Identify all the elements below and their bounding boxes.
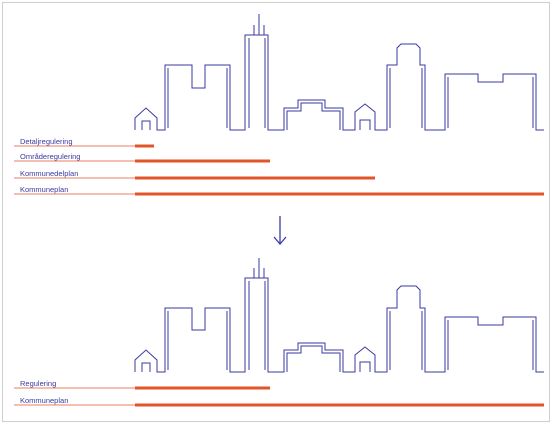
house-bottom-window bbox=[141, 362, 151, 372]
label-kommuneplan-top: Kommuneplan bbox=[20, 185, 69, 194]
skyline-bottom-outline bbox=[134, 277, 544, 373]
skyline-top bbox=[134, 14, 544, 131]
skyline-bottom bbox=[134, 258, 544, 373]
bar-kommuneplan-bottom bbox=[135, 403, 544, 407]
skyline-top-outline bbox=[134, 34, 544, 131]
levels-top bbox=[14, 144, 544, 196]
label-omraderegulering: Områderegulering bbox=[20, 152, 81, 161]
house-bottom-window-2 bbox=[359, 361, 371, 372]
diagram-frame bbox=[2, 2, 550, 422]
label-kommuneplan-bottom: Kommuneplan bbox=[20, 396, 69, 405]
house-top-window-2 bbox=[359, 119, 371, 130]
bar-omraderegulering bbox=[135, 159, 270, 163]
bar-detaljregulering bbox=[135, 144, 154, 148]
levels-bottom bbox=[14, 386, 544, 407]
label-detaljregulering: Detaljregulering bbox=[20, 137, 73, 146]
bar-kommuneplan-top bbox=[135, 192, 544, 196]
low-top-detail bbox=[286, 102, 341, 130]
low-bottom-detail bbox=[286, 345, 341, 372]
label-regulering: Regulering bbox=[20, 379, 57, 388]
bar-kommunedelplan bbox=[135, 176, 375, 180]
bar-regulering bbox=[135, 386, 270, 390]
label-kommunedelplan: Kommunedelplan bbox=[20, 169, 79, 178]
house-top-window bbox=[141, 120, 151, 130]
down-arrow-icon bbox=[273, 216, 287, 245]
